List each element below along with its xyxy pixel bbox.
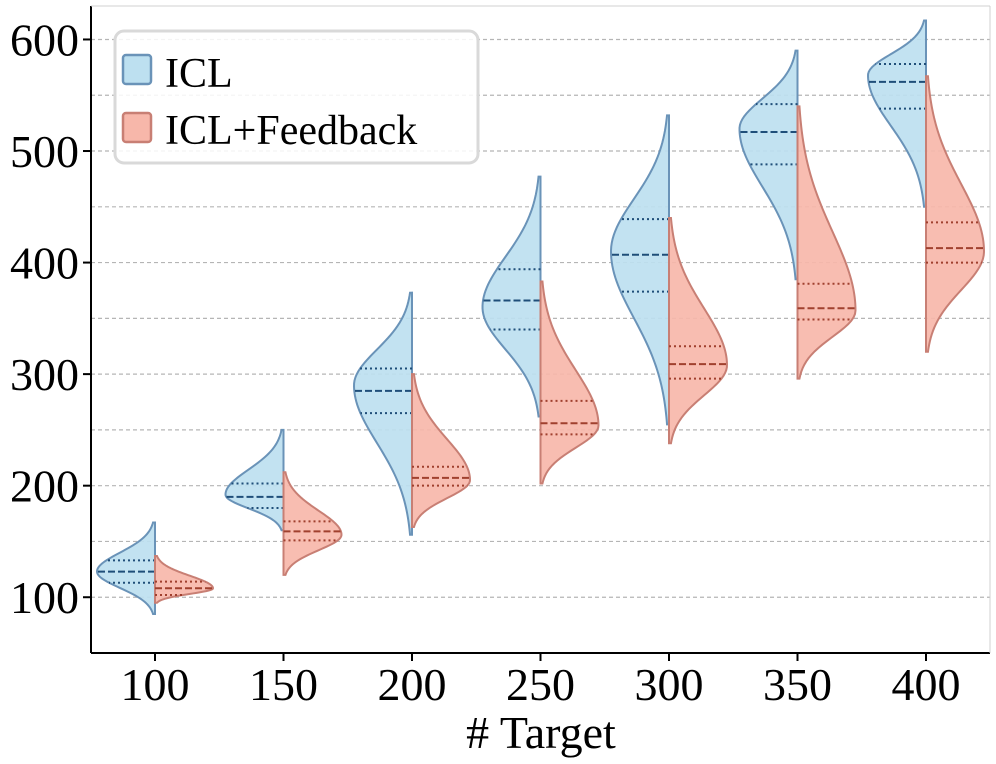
violin-body xyxy=(95,521,156,615)
violin-icl-200 xyxy=(353,291,413,536)
violin-body xyxy=(867,19,927,208)
violin-body xyxy=(539,280,600,485)
violin-body xyxy=(481,175,542,418)
x-axis-label: # Target xyxy=(466,707,616,758)
violin-icl-feedback-400 xyxy=(925,75,985,353)
x-tick-label-400: 400 xyxy=(892,659,961,710)
violin-body xyxy=(668,216,728,445)
violin-icl-feedback-150 xyxy=(282,471,343,576)
y-tick-label-400: 400 xyxy=(10,238,79,289)
y-tick-label-600: 600 xyxy=(10,14,79,65)
legend-label-icl-feedback: ICL+Feedback xyxy=(165,108,417,154)
x-tick-label-350: 350 xyxy=(763,659,832,710)
legend-swatch-icl-feedback xyxy=(121,111,153,144)
violin-icl-feedback-350 xyxy=(796,105,857,380)
violin-body xyxy=(411,373,471,528)
legend: ICL ICL+Feedback xyxy=(113,29,480,165)
x-tick-label-250: 250 xyxy=(506,659,575,710)
legend-frame xyxy=(113,29,480,165)
violin-body xyxy=(282,471,343,576)
violin-body xyxy=(925,75,985,353)
violin-body xyxy=(610,114,670,426)
violin-body xyxy=(796,105,857,380)
violin-body xyxy=(353,291,413,536)
violin-body xyxy=(224,428,285,532)
violin-icl-feedback-300 xyxy=(668,216,728,445)
violin-icl-350 xyxy=(738,49,799,281)
y-tick-label-300: 300 xyxy=(10,349,79,400)
tick-labels: 100 200 300 400 500 600 100 150 200 250 300 350 400 xyxy=(10,14,961,710)
legend-swatch-icl xyxy=(121,53,153,86)
violin-icl-150 xyxy=(224,428,285,532)
y-tick-label-200: 200 xyxy=(10,461,79,512)
violin-icl-feedback-100 xyxy=(154,554,215,604)
x-tick-label-150: 150 xyxy=(249,659,318,710)
x-tick-label-100: 100 xyxy=(121,659,190,710)
y-tick-label-500: 500 xyxy=(10,126,79,177)
violin-icl-400 xyxy=(867,19,927,208)
legend-label-icl: ICL xyxy=(165,51,233,97)
violin-icl-250 xyxy=(481,175,542,418)
y-tick-label-100: 100 xyxy=(10,572,79,623)
violins xyxy=(95,19,985,615)
violin-body xyxy=(738,49,799,281)
x-tick-label-200: 200 xyxy=(378,659,447,710)
x-tick-label-300: 300 xyxy=(635,659,704,710)
violin-icl-100 xyxy=(95,521,156,615)
violin-icl-feedback-200 xyxy=(411,373,471,528)
violin-icl-300 xyxy=(610,114,670,426)
violin-icl-feedback-250 xyxy=(539,280,600,485)
